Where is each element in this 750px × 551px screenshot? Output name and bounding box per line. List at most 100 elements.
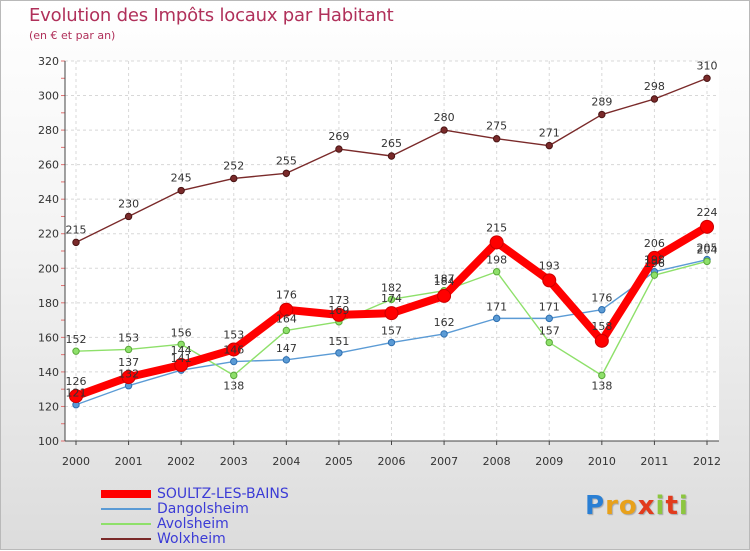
data-point (230, 357, 238, 366)
x-tick-label: 2005 (325, 455, 353, 468)
legend-label: Avolsheim (157, 516, 229, 532)
data-point (331, 307, 346, 322)
x-tick-label: 2004 (272, 455, 300, 468)
data-point (492, 268, 501, 276)
data-label: 138 (591, 379, 612, 392)
data-label: 151 (328, 335, 349, 348)
data-point (545, 141, 553, 150)
data-label: 184 (434, 275, 455, 288)
x-tick-label: 2009 (535, 455, 563, 468)
data-label: 153 (223, 328, 244, 341)
data-label: 196 (644, 257, 665, 270)
data-label: 169 (328, 304, 349, 317)
data-label: 215 (486, 221, 507, 234)
data-label: 269 (328, 130, 349, 143)
logo-letter: i (655, 491, 666, 521)
data-label: 147 (276, 342, 297, 355)
data-point (387, 152, 396, 160)
data-label: 121 (66, 387, 87, 400)
x-tick-label: 2001 (115, 455, 143, 468)
y-tick-label: 200 (38, 262, 59, 275)
data-label: 152 (66, 333, 87, 346)
data-label: 224 (697, 206, 718, 219)
data-point (703, 74, 711, 82)
data-label: 171 (539, 300, 560, 313)
data-label: 275 (486, 120, 507, 133)
data-label: 132 (118, 368, 139, 381)
data-point (545, 314, 553, 323)
data-point (703, 257, 711, 266)
data-point (121, 370, 136, 385)
data-label: 182 (381, 281, 402, 294)
data-label: 198 (486, 254, 507, 267)
data-point (492, 135, 501, 143)
data-point (230, 174, 238, 183)
logo-letter: o (618, 491, 638, 521)
data-label: 176 (276, 289, 297, 302)
data-label: 289 (591, 96, 612, 109)
data-label: 156 (171, 326, 192, 339)
legend-label: SOULTZ-LES-BAINS (157, 486, 289, 502)
x-tick-label: 2002 (167, 455, 195, 468)
y-tick-label: 240 (38, 193, 59, 206)
y-tick-label: 300 (38, 90, 59, 103)
legend-label: Dangolsheim (157, 501, 249, 517)
data-point (545, 338, 553, 347)
data-label: 146 (223, 344, 244, 357)
x-tick-label: 2011 (640, 455, 668, 468)
data-point (440, 126, 448, 134)
logo-letter: r (605, 491, 619, 521)
y-tick-label: 120 (38, 400, 59, 413)
data-point (282, 326, 291, 335)
legend-label: Wolxheim (157, 531, 226, 547)
data-point (594, 333, 609, 348)
data-label: 176 (591, 292, 612, 305)
data-point (542, 273, 557, 288)
data-point (279, 302, 294, 317)
data-label: 265 (381, 137, 402, 150)
y-tick-label: 260 (38, 159, 59, 172)
data-point (335, 349, 343, 357)
legend-swatch (101, 523, 151, 525)
logo-letter: x (637, 491, 656, 521)
data-point (124, 345, 133, 354)
y-tick-label: 100 (38, 435, 59, 448)
data-point (72, 347, 80, 355)
y-tick-label: 160 (38, 331, 59, 344)
data-label: 205 (697, 242, 718, 255)
x-tick-label: 2008 (483, 455, 511, 468)
data-point (124, 212, 133, 221)
logo-letter: P (585, 491, 606, 521)
x-tick-label: 2010 (588, 455, 616, 468)
y-tick-label: 320 (38, 55, 59, 68)
data-point (598, 371, 606, 380)
data-point (384, 306, 399, 321)
x-tick-label: 2000 (62, 455, 90, 468)
data-point (650, 271, 659, 279)
x-tick-label: 2006 (378, 455, 406, 468)
data-point (387, 338, 396, 347)
x-tick-label: 2007 (430, 455, 458, 468)
chart-subtitle: (en € et par an) (29, 29, 116, 42)
data-point (492, 314, 501, 323)
legend-swatch (101, 490, 151, 498)
logo-letter: i (678, 491, 689, 521)
data-label: 141 (171, 352, 192, 365)
data-point (282, 356, 291, 364)
y-tick-label: 280 (38, 124, 59, 137)
data-point (335, 145, 343, 153)
data-point (440, 330, 448, 338)
data-point (174, 358, 189, 372)
data-label: 198 (644, 254, 665, 267)
data-label: 298 (644, 80, 665, 93)
data-label: 138 (223, 379, 244, 392)
data-label: 164 (276, 312, 297, 325)
data-point (647, 250, 662, 265)
data-label: 187 (434, 273, 455, 286)
data-label: 215 (66, 223, 87, 236)
data-label: 157 (381, 325, 402, 338)
legend-swatch (101, 508, 151, 510)
x-tick-label: 2012 (693, 455, 721, 468)
data-point (226, 342, 241, 357)
data-label: 255 (276, 154, 297, 167)
